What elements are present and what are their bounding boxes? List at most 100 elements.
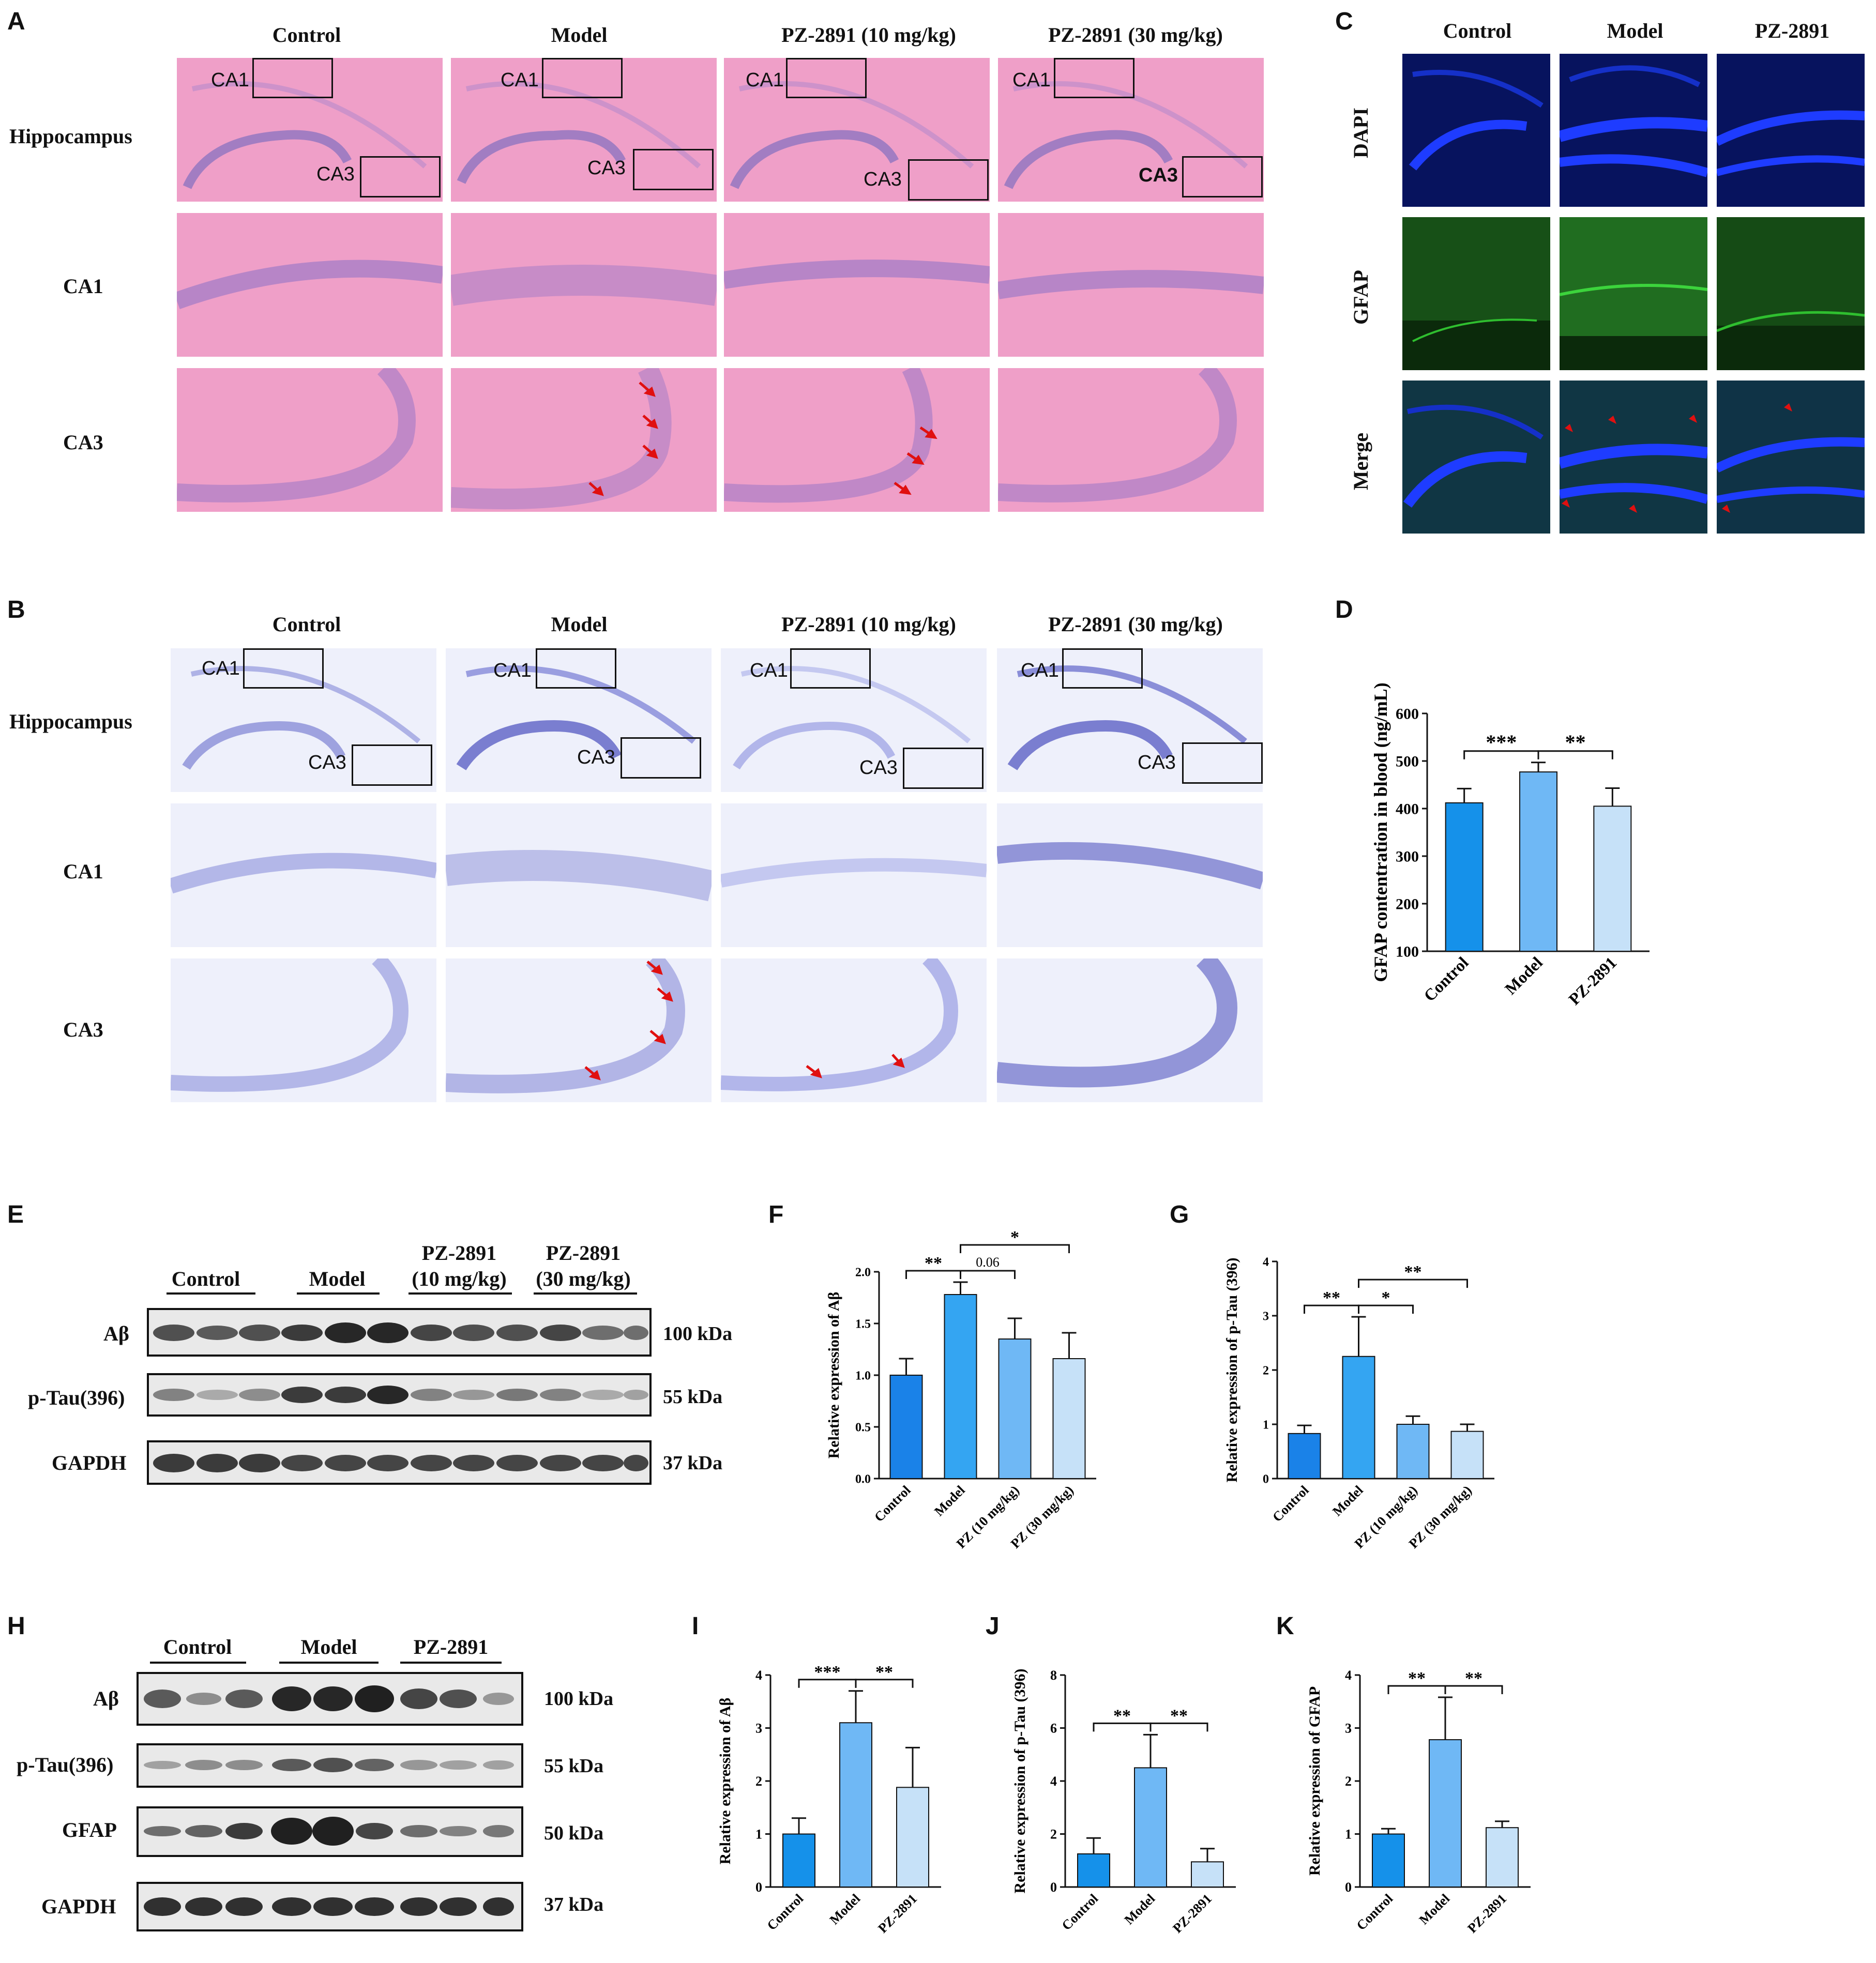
bar <box>1519 771 1557 952</box>
blot-e-group-model: Model <box>309 1267 366 1290</box>
row-label-ca3: CA3 <box>63 431 103 454</box>
region-label-ca1: CA1 <box>1021 660 1059 681</box>
bar <box>1288 1433 1321 1480</box>
y-tick-label: 0.5 <box>855 1421 871 1434</box>
y-tick-label: 1.0 <box>855 1369 871 1382</box>
bar <box>1486 1827 1519 1888</box>
blot-e-kda-abeta: 100 kDa <box>663 1323 733 1345</box>
panel-label-d: D <box>1335 596 1353 623</box>
row-label-ca3: CA3 <box>63 1018 103 1041</box>
region-label-ca1: CA1 <box>211 69 249 91</box>
blot-e-group-line <box>167 1292 255 1295</box>
nissl-hippocampus-control: CA1 CA3 <box>171 648 436 792</box>
nissl-ca1-control <box>171 803 436 947</box>
fl-header-control: Control <box>1443 19 1512 42</box>
he-ca3-pz30 <box>998 368 1264 512</box>
nissl-hippocampus-pz30: CA1 CA3 <box>997 648 1263 792</box>
bar <box>1342 1356 1375 1479</box>
fl-header-model: Model <box>1607 19 1663 42</box>
row-label-hippocampus: Hippocampus <box>9 125 132 148</box>
panel-label-j: J <box>986 1612 1000 1640</box>
significance-bracket <box>1444 1685 1503 1695</box>
significance-label: * <box>1010 1228 1019 1247</box>
region-label-ca1: CA1 <box>493 660 532 681</box>
significance-bracket <box>1358 1304 1414 1314</box>
significance-bracket <box>1358 1279 1468 1288</box>
dapi-model <box>1560 54 1707 207</box>
y-tick-label: 8 <box>1050 1668 1057 1683</box>
y-tick-label: 6 <box>1050 1721 1057 1736</box>
blot-e-group-pz30-dose: (30 mg/kg) <box>536 1267 631 1290</box>
y-tick-label: 4 <box>1263 1255 1269 1269</box>
blot-h-group-model: Model <box>300 1635 357 1658</box>
significance-label: *** <box>814 1663 841 1682</box>
blot-h-row-abeta: Aβ <box>93 1687 119 1710</box>
merge-pz2891 <box>1717 381 1865 534</box>
chart-f-abeta: 0.0 0.5 1.0 1.5 2.0 Relative expression of Aβ… <box>825 1228 1096 1551</box>
y-tick-label: 2 <box>1345 1774 1352 1789</box>
blot-e-group-line <box>409 1292 512 1295</box>
blot-h-row-ptau: p-Tau(396) <box>17 1753 114 1776</box>
x-tick-label: Control <box>764 1891 806 1933</box>
nissl-ca1-model <box>446 803 712 947</box>
x-tick-label: Control <box>1269 1483 1311 1525</box>
bar <box>896 1787 929 1888</box>
he-ca1-model <box>451 213 717 357</box>
blot-h-group-line <box>150 1662 246 1664</box>
significance-label: ** <box>1408 1669 1426 1688</box>
y-tick-label: 1 <box>755 1827 762 1842</box>
nissl-hippocampus-model: CA1 CA3 <box>446 648 712 792</box>
blot-e-group-pz10-name: PZ-2891 <box>421 1241 497 1265</box>
x-tick-label: Model <box>1501 953 1546 998</box>
panel-label-e: E <box>7 1201 24 1228</box>
y-axis-label: Relative expression of Aβ <box>825 1292 842 1459</box>
region-label-ca1: CA1 <box>1012 69 1051 91</box>
blot-e-row-abeta: Aβ <box>103 1322 129 1345</box>
significance-label: ** <box>1404 1262 1422 1282</box>
significance-bracket <box>855 1679 914 1688</box>
he-ca3-pz10 <box>724 368 990 512</box>
col-header-pz10: PZ-2891 (10 mg/kg) <box>781 613 956 636</box>
blot-h-kda-gfap: 50 kDa <box>544 1822 604 1844</box>
bar <box>1052 1358 1086 1479</box>
panel-label-k: K <box>1276 1612 1294 1640</box>
bar <box>889 1375 923 1479</box>
blot-e-kda-ptau: 55 kDa <box>663 1386 723 1408</box>
bar <box>782 1833 815 1888</box>
blot-h-row-gapdh: GAPDH <box>41 1895 116 1918</box>
nissl-ca3-control <box>171 958 436 1102</box>
row-label-hippocampus: Hippocampus <box>9 710 132 733</box>
region-label-ca1: CA1 <box>501 69 539 91</box>
region-label-ca1: CA1 <box>202 658 240 679</box>
merge-control <box>1402 381 1550 534</box>
bar <box>998 1338 1032 1479</box>
x-tick-label: Control <box>871 1483 913 1525</box>
merge-model <box>1560 381 1707 534</box>
x-tick-label: PZ-2891 <box>1170 1891 1215 1936</box>
nissl-ca3-pz10 <box>721 958 987 1102</box>
y-tick-label: 500 <box>1396 753 1419 770</box>
panel-label-i: I <box>692 1612 699 1640</box>
he-ca1-pz30 <box>998 213 1264 357</box>
y-tick-label: 3 <box>755 1721 762 1736</box>
bar <box>1445 802 1484 952</box>
bar <box>944 1294 977 1479</box>
significance-label: ** <box>925 1254 942 1273</box>
significance-label: ** <box>1465 1669 1482 1688</box>
significance-bracket <box>960 1244 1070 1253</box>
nissl-ca1-pz30 <box>997 803 1263 947</box>
significance-bracket <box>1149 1722 1208 1732</box>
y-tick-label: 4 <box>755 1668 762 1683</box>
y-tick-label: 200 <box>1396 896 1419 913</box>
nissl-ca3-model <box>446 958 712 1102</box>
region-label-ca3: CA3 <box>1138 752 1176 773</box>
blot-h-group-line <box>400 1662 502 1664</box>
y-axis-label: GFAP contentration in blood (ng/mL) <box>1370 682 1391 982</box>
bar <box>1450 1431 1484 1479</box>
blot-h-kda-gapdh: 37 kDa <box>544 1894 604 1915</box>
dapi-control <box>1402 54 1550 207</box>
region-label-ca3: CA3 <box>316 163 355 185</box>
y-tick-label: 600 <box>1396 706 1419 723</box>
significance-bracket <box>1537 750 1613 759</box>
fl-row-dapi: DAPI <box>1349 108 1372 158</box>
